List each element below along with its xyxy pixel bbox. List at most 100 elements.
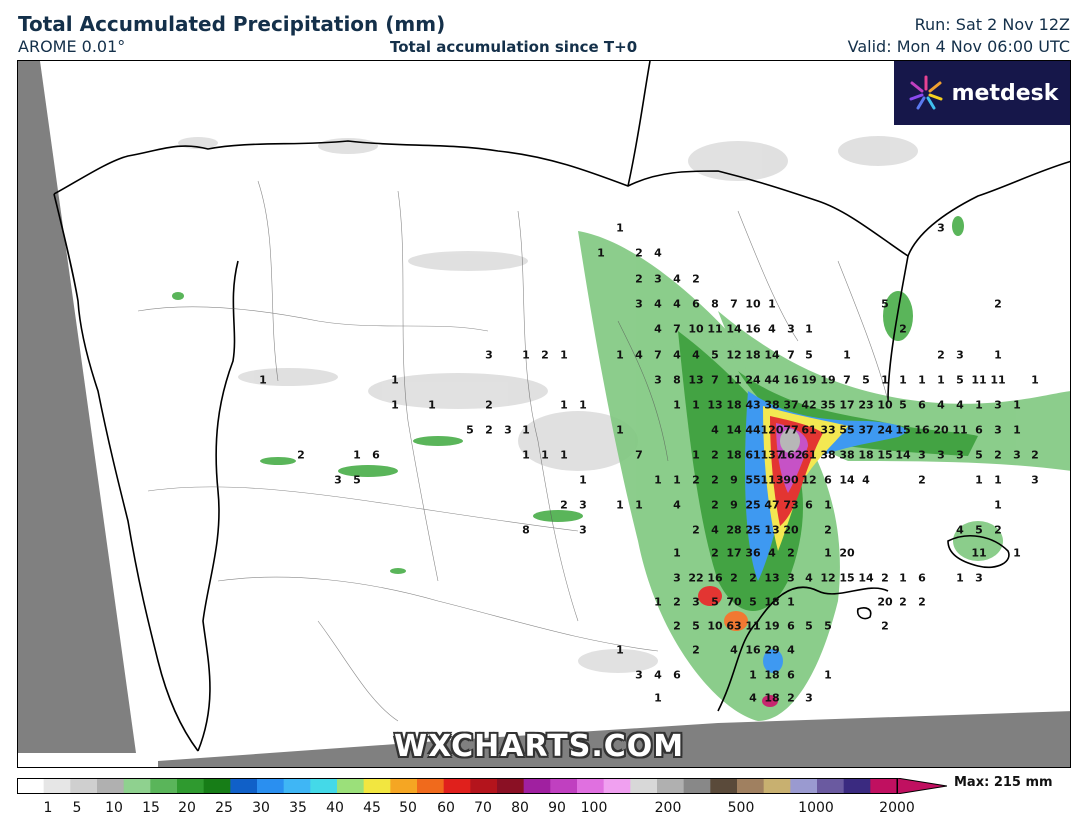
precip-value-label: 162	[779, 448, 803, 462]
precip-value-label: 120	[760, 423, 784, 437]
legend-tick-label: 50	[399, 800, 417, 816]
precip-value-label: 61	[801, 448, 817, 462]
precip-value-label: 16	[745, 322, 761, 336]
precip-value-label: 2	[711, 546, 719, 560]
precip-value-label: 14	[895, 448, 911, 462]
precip-value-label: 35	[820, 398, 836, 412]
precip-value-label: 2	[994, 523, 1002, 537]
precip-value-label: 4	[937, 398, 945, 412]
legend-color-cell	[417, 778, 445, 794]
precip-value-label: 6	[824, 473, 832, 487]
precip-value-label: 4	[692, 348, 700, 362]
precip-value-label: 4	[711, 523, 719, 537]
precip-value-label: 90	[783, 473, 799, 487]
precip-value-label: 8	[522, 523, 530, 537]
precip-value-label: 3	[334, 473, 342, 487]
precip-value-label: 1	[522, 448, 530, 462]
precip-value-label: 6	[918, 398, 926, 412]
precip-value-label: 2	[635, 272, 643, 286]
precip-value-label: 5	[975, 448, 983, 462]
legend-tick-label: 200	[654, 800, 682, 816]
precip-value-label: 12	[801, 473, 817, 487]
precip-value-label: 1	[1031, 373, 1039, 387]
precip-value-label: 2	[541, 348, 549, 362]
precip-value-label: 1	[994, 348, 1002, 362]
precipitation-map	[18, 61, 1070, 767]
precip-value-label: 23	[858, 398, 874, 412]
precip-band	[578, 231, 1070, 721]
precip-value-label: 1	[692, 448, 700, 462]
precip-value-label: 37	[783, 398, 799, 412]
precip-value-label: 13	[688, 373, 704, 387]
legend-color-cell	[337, 778, 365, 794]
precip-value-label: 7	[730, 297, 738, 311]
precip-value-label: 1	[522, 423, 530, 437]
no-data-region-west	[18, 61, 136, 753]
legend-tick-label: 35	[289, 800, 307, 816]
precip-value-label: 2	[899, 322, 907, 336]
precip-value-label: 20	[877, 595, 893, 609]
precip-value-label: 36	[745, 546, 761, 560]
precip-value-label: 4	[956, 398, 964, 412]
precip-value-label: 63	[726, 619, 742, 633]
legend-arrow	[896, 778, 947, 794]
legend-color-cell	[550, 778, 578, 794]
precip-value-label: 5	[805, 619, 813, 633]
legend-tick-label: 20	[178, 800, 196, 816]
precip-value-label: 2	[692, 523, 700, 537]
precip-value-label: 4	[711, 423, 719, 437]
map-panel[interactable]: 1 3 1 2 4 2 3 4 2 3 4 4 6 8 7 10 1 5 2 4 7 10 11 14 16 4 3 1 2 3 1 2 1 1 4…	[17, 60, 1071, 768]
precip-value-label: 44	[745, 423, 761, 437]
precip-value-label: 11	[971, 546, 987, 560]
precip-value-label: 5	[353, 473, 361, 487]
precip-value-label: 43	[745, 398, 761, 412]
precip-value-label: 3	[673, 571, 681, 585]
precip-value-label: 5	[899, 398, 907, 412]
regional-borders	[137, 180, 889, 722]
precip-value-label: 4	[673, 498, 681, 512]
legend-color-cell	[443, 778, 471, 794]
precip-value-label: 2	[937, 348, 945, 362]
precip-value-label: 5	[711, 595, 719, 609]
precip-value-label: 1	[956, 571, 964, 585]
precip-value-label: 6	[372, 448, 380, 462]
precip-value-label: 18	[764, 691, 780, 705]
precip-value-label: 47	[764, 498, 780, 512]
precip-value-label: 11	[990, 373, 1006, 387]
legend-color-cell	[657, 778, 685, 794]
precip-value-label: 2	[730, 571, 738, 585]
precip-value-label: 3	[994, 423, 1002, 437]
precip-value-label: 1	[749, 668, 757, 682]
precip-value-label: 8	[711, 297, 719, 311]
precip-value-label: 3	[805, 691, 813, 705]
precip-value-label: 4	[862, 473, 870, 487]
precip-value-label: 4	[749, 691, 757, 705]
precip-value-label: 5	[975, 523, 983, 537]
precip-value-label: 3	[918, 448, 926, 462]
precip-value-label: 19	[801, 373, 817, 387]
precip-value-label: 4	[787, 643, 795, 657]
precip-value-label: 4	[673, 348, 681, 362]
precip-value-label: 6	[692, 297, 700, 311]
precip-value-label: 15	[839, 571, 855, 585]
precip-value-label: 4	[673, 297, 681, 311]
precip-value-label: 1	[975, 473, 983, 487]
precip-value-label: 3	[956, 448, 964, 462]
precip-value-label: 55	[745, 473, 761, 487]
precip-value-label: 3	[787, 571, 795, 585]
precip-value-label: 77	[783, 423, 799, 437]
precip-value-label: 137	[760, 448, 784, 462]
legend-color-cell	[70, 778, 98, 794]
precip-value-label: 11	[726, 373, 742, 387]
legend-color-cell	[737, 778, 765, 794]
precip-value-label: 16	[707, 571, 723, 585]
precip-value-label: 20	[839, 546, 855, 560]
precip-value-label: 3	[692, 595, 700, 609]
precip-value-label: 1	[353, 448, 361, 462]
precip-value-label: 5	[692, 619, 700, 633]
precip-value-label: 12	[726, 348, 742, 362]
legend-color-cell	[497, 778, 525, 794]
legend-color-cell	[43, 778, 71, 794]
precip-value-label: 4	[768, 546, 776, 560]
precip-value-label: 14	[726, 423, 742, 437]
